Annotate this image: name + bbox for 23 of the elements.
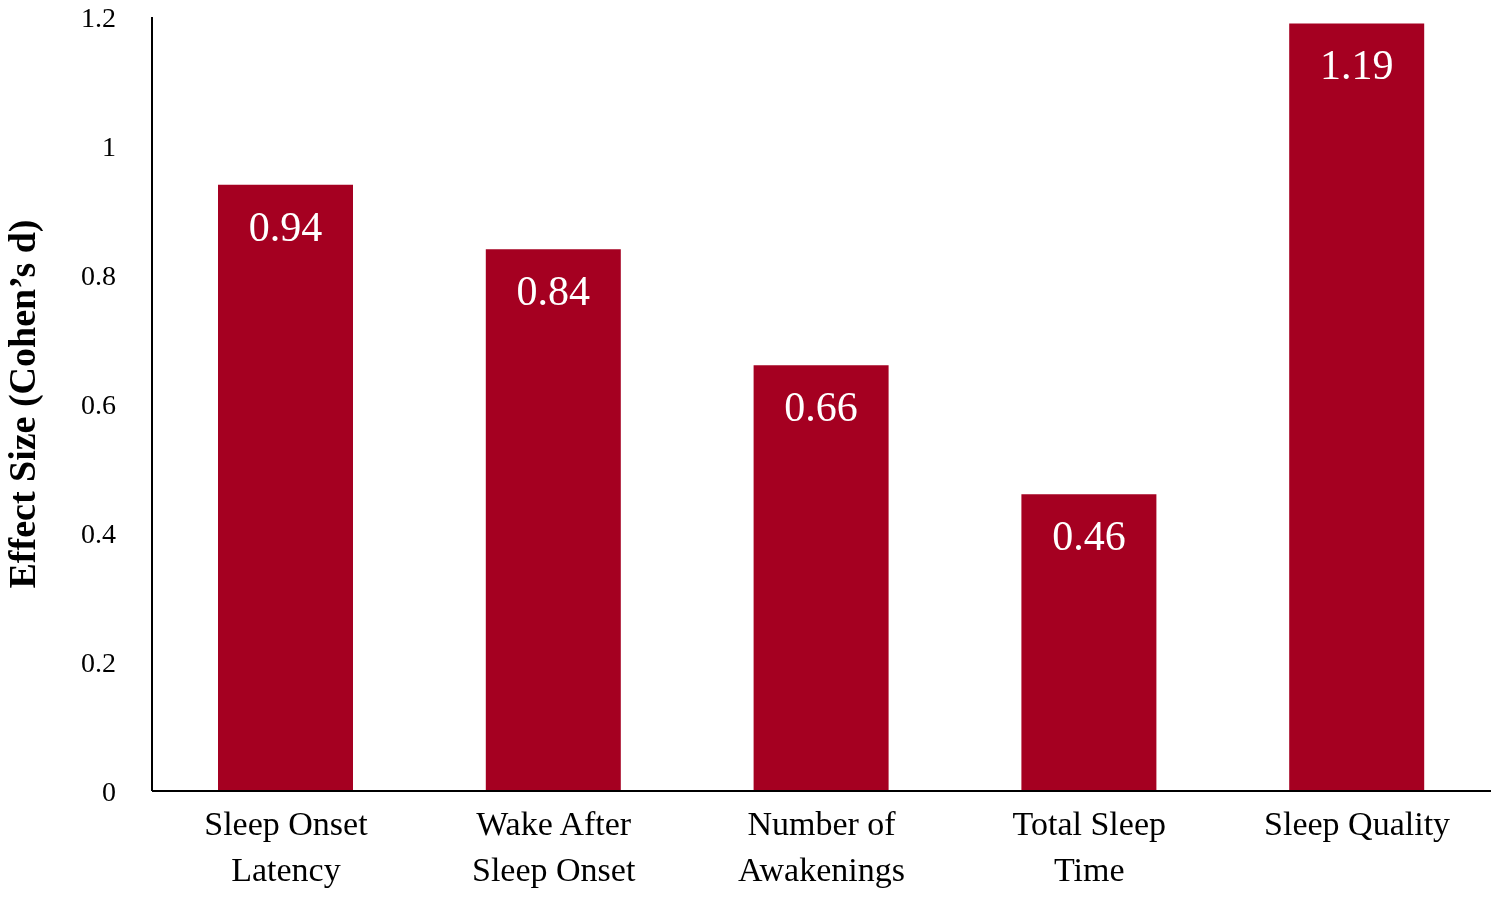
bar: [753, 365, 889, 791]
y-tick-label: 1: [102, 130, 116, 162]
bar: [1021, 494, 1157, 791]
data-label: 1.19: [1319, 42, 1394, 89]
x-tick-label: Number of Awakenings: [738, 805, 905, 888]
data-label: 0.84: [516, 268, 591, 315]
x-tick-label: Sleep Onset Latency: [204, 805, 369, 888]
y-tick-label: 0.8: [81, 259, 116, 291]
data-label: 0.94: [248, 203, 323, 250]
x-tick-label: Wake After Sleep Onset: [472, 805, 636, 888]
y-tick-label: 1.2: [81, 1, 116, 33]
y-tick-label: 0: [102, 775, 116, 807]
bar: [1289, 23, 1425, 791]
y-tick-label: 0.2: [81, 646, 116, 678]
y-axis-title: Effect Size (Cohen’s d): [1, 219, 45, 589]
y-tick-label: 0.4: [81, 517, 116, 549]
x-tick-label: Total Sleep Time: [1012, 805, 1167, 888]
y-tick-label: 0.6: [81, 388, 116, 420]
data-label: 0.66: [784, 384, 858, 431]
x-tick-label: Sleep Quality: [1264, 805, 1451, 842]
bar: [485, 249, 621, 791]
data-label: 0.46: [1052, 513, 1126, 560]
bar: [218, 184, 353, 791]
